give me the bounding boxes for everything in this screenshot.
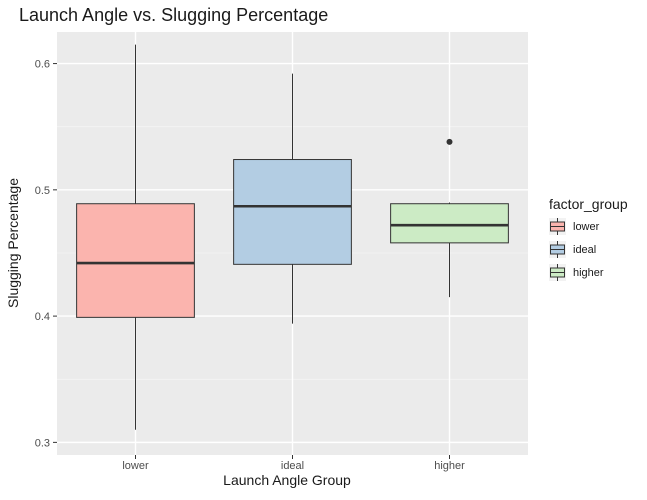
outlier-point — [446, 138, 453, 145]
box-higher — [390, 138, 509, 298]
x-tick-label: higher — [434, 460, 465, 472]
y-axis: 0.3 0.4 0.5 0.6 — [35, 59, 57, 449]
y-tick-label: 0.6 — [35, 59, 50, 71]
box-ideal — [233, 73, 352, 324]
y-tick-label: 0.5 — [35, 185, 50, 197]
box-body — [233, 159, 352, 265]
box-body — [390, 203, 509, 244]
legend-item-ideal: ideal — [549, 241, 596, 258]
box-lower — [76, 44, 195, 430]
legend-label: lower — [573, 221, 600, 233]
legend-title: factor_group — [549, 196, 628, 212]
chart-title: Launch Angle vs. Slugging Percentage — [19, 5, 328, 25]
legend: factor_group lower ideal higher — [549, 196, 628, 281]
legend-item-higher: higher — [549, 264, 604, 281]
y-tick-label: 0.3 — [35, 437, 50, 449]
x-tick-label: ideal — [281, 460, 304, 472]
box-body — [76, 203, 195, 318]
y-tick-label: 0.4 — [35, 311, 50, 323]
x-tick-label: lower — [122, 460, 149, 472]
legend-label: higher — [573, 267, 604, 279]
legend-label: ideal — [573, 244, 596, 256]
x-axis: lower ideal higher — [122, 455, 465, 472]
x-axis-title: Launch Angle Group — [223, 472, 351, 488]
y-axis-title: Slugging Percentage — [5, 178, 21, 308]
legend-item-lower: lower — [549, 218, 600, 235]
boxes — [76, 44, 509, 430]
